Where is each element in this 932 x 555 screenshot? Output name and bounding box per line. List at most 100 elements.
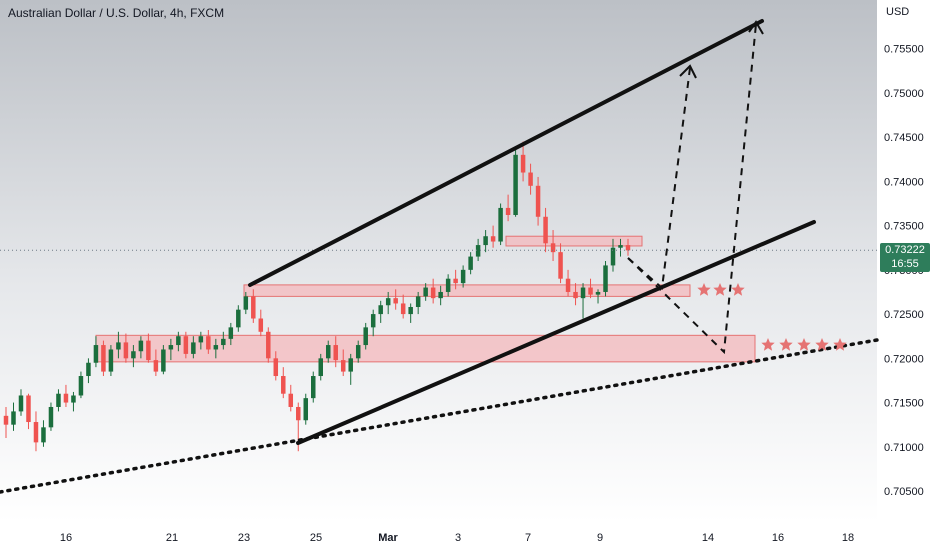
candle-body bbox=[243, 296, 249, 310]
candle-body bbox=[573, 291, 578, 299]
channel-lower-line bbox=[296, 220, 816, 445]
candle-body bbox=[108, 349, 114, 372]
candle-body bbox=[206, 336, 211, 350]
candle-body bbox=[580, 287, 586, 299]
y-tick-label: 0.71500 bbox=[884, 398, 924, 410]
star-icon bbox=[713, 283, 727, 296]
candles-layer bbox=[3, 141, 631, 452]
current-price-label: 0.73222 bbox=[885, 244, 925, 256]
candle-body bbox=[191, 342, 196, 354]
candle-body bbox=[333, 345, 338, 361]
candle-body bbox=[288, 393, 294, 407]
candle-body bbox=[3, 415, 9, 425]
candle-body bbox=[408, 307, 413, 315]
candle-body bbox=[543, 216, 548, 244]
candle-body bbox=[86, 362, 91, 377]
candle-body bbox=[513, 154, 518, 215]
candle-body bbox=[528, 172, 533, 186]
x-tick-label: 18 bbox=[842, 532, 854, 544]
x-tick-label: 14 bbox=[702, 532, 714, 544]
candle-body bbox=[26, 395, 31, 423]
x-tick-label: 3 bbox=[455, 532, 461, 544]
candle-body bbox=[281, 376, 286, 394]
candle-body bbox=[116, 342, 121, 350]
x-tick-label: 25 bbox=[310, 532, 322, 544]
candle-body bbox=[303, 398, 309, 421]
candle-body bbox=[565, 278, 571, 292]
candle-body bbox=[498, 207, 503, 242]
candle-body bbox=[550, 243, 556, 253]
candle-body bbox=[475, 245, 481, 257]
support-zone bbox=[505, 235, 643, 247]
candle-body bbox=[393, 298, 398, 304]
candle-body bbox=[198, 336, 204, 343]
candle-body bbox=[131, 351, 136, 359]
candle-body bbox=[273, 358, 279, 377]
candle-body bbox=[423, 287, 428, 297]
candle-body bbox=[146, 340, 151, 361]
y-tick-label: 0.74000 bbox=[884, 176, 924, 188]
candle-body bbox=[161, 349, 166, 372]
y-tick-label: 0.75000 bbox=[884, 88, 924, 100]
chart-title: Australian Dollar / U.S. Dollar, 4h, FXC… bbox=[8, 6, 225, 20]
star-icon bbox=[761, 338, 775, 351]
candle-body bbox=[176, 336, 181, 346]
candle-body bbox=[258, 318, 264, 332]
candle-body bbox=[101, 345, 106, 372]
candle-body bbox=[588, 287, 593, 295]
zones-layer bbox=[95, 235, 756, 363]
candle-body bbox=[438, 291, 443, 299]
support-zone bbox=[95, 334, 756, 363]
candle-body bbox=[430, 287, 436, 299]
candle-body bbox=[355, 345, 361, 359]
candle-body bbox=[483, 236, 488, 246]
x-tick-label: 16 bbox=[772, 532, 784, 544]
candle-body bbox=[138, 340, 144, 352]
candle-body bbox=[228, 327, 234, 339]
candle-body bbox=[183, 336, 189, 354]
candle-body bbox=[93, 345, 99, 363]
candle-body bbox=[63, 393, 69, 403]
currency-label[interactable]: USD bbox=[886, 6, 910, 18]
candle-body bbox=[625, 245, 631, 251]
candle-body bbox=[445, 278, 451, 292]
star-icon bbox=[697, 283, 711, 296]
x-tick-label: 21 bbox=[166, 532, 178, 544]
candle-body bbox=[123, 342, 129, 359]
candle-body bbox=[490, 236, 496, 242]
candle-body bbox=[520, 154, 526, 173]
trendlines-layer bbox=[0, 19, 879, 494]
candle-body bbox=[33, 422, 39, 443]
candle-body bbox=[378, 305, 383, 315]
arrow-head bbox=[679, 64, 697, 79]
candle-body bbox=[221, 338, 226, 346]
candle-body bbox=[318, 358, 323, 377]
candle-body bbox=[618, 245, 623, 248]
x-tick-label: 23 bbox=[238, 532, 250, 544]
candle-body bbox=[168, 345, 174, 350]
candle-body bbox=[595, 291, 601, 295]
countdown-label: 16:55 bbox=[891, 258, 919, 270]
candle-body bbox=[325, 345, 331, 359]
star-icon bbox=[731, 283, 745, 296]
candle-body bbox=[18, 395, 24, 412]
x-tick-label: 9 bbox=[597, 532, 603, 544]
y-tick-label: 0.71000 bbox=[884, 442, 924, 454]
y-tick-label: 0.75500 bbox=[884, 44, 924, 56]
candle-body bbox=[400, 303, 406, 315]
candle-body bbox=[311, 376, 316, 399]
candle-body bbox=[251, 296, 256, 319]
candle-body bbox=[348, 358, 353, 372]
star-icon bbox=[779, 338, 793, 351]
candle-body bbox=[213, 345, 219, 350]
candle-body bbox=[535, 185, 541, 217]
y-tick-label: 0.72500 bbox=[884, 309, 924, 321]
candle-body bbox=[460, 269, 466, 284]
x-tick-label: 7 bbox=[525, 532, 531, 544]
candle-body bbox=[385, 298, 391, 306]
x-tick-label: 16 bbox=[60, 532, 72, 544]
plot-background bbox=[0, 0, 877, 522]
candle-body bbox=[236, 309, 241, 328]
